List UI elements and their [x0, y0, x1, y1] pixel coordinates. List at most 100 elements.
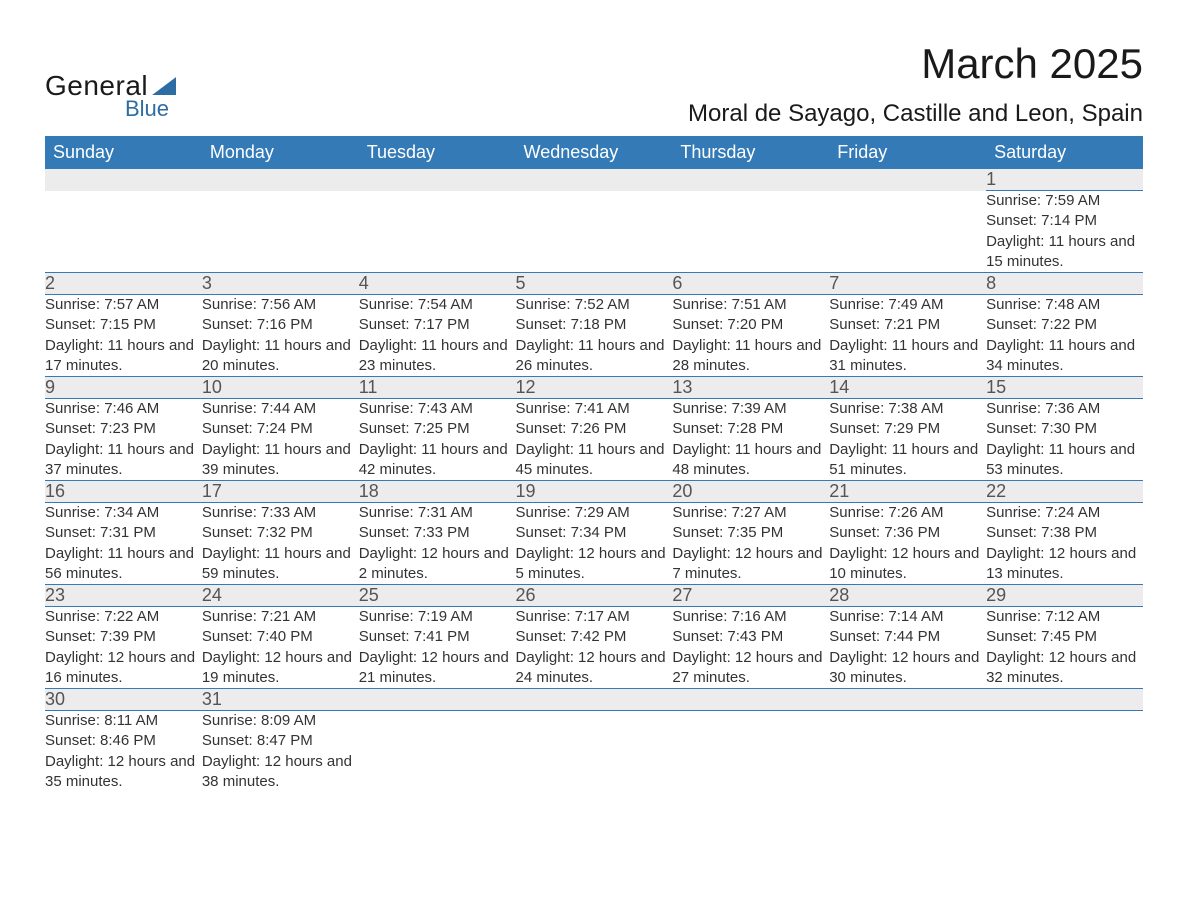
- week-daynum-row: 1: [45, 169, 1143, 191]
- day-data: Sunrise: 8:09 AMSunset: 8:47 PMDaylight:…: [202, 711, 359, 793]
- week-data-row: Sunrise: 8:11 AMSunset: 8:46 PMDaylight:…: [45, 711, 1143, 793]
- sunset-text: Sunset: 7:24 PM: [202, 419, 359, 439]
- sunrise-text: Sunrise: 7:17 AM: [516, 607, 673, 627]
- daylight-text: Daylight: 11 hours and 48 minutes.: [672, 440, 829, 481]
- daylight-text: Daylight: 11 hours and 45 minutes.: [516, 440, 673, 481]
- sunrise-text: Sunrise: 7:38 AM: [829, 399, 986, 419]
- day-number: 3: [202, 273, 359, 295]
- daylight-text: Daylight: 11 hours and 42 minutes.: [359, 440, 516, 481]
- day-data: Sunrise: 7:56 AMSunset: 7:16 PMDaylight:…: [202, 295, 359, 377]
- daylight-text: Daylight: 11 hours and 53 minutes.: [986, 440, 1143, 481]
- sunrise-text: Sunrise: 7:56 AM: [202, 295, 359, 315]
- empty-cell: [672, 191, 829, 273]
- day-number: 13: [672, 377, 829, 399]
- day-number: 6: [672, 273, 829, 295]
- day-number: 29: [986, 585, 1143, 607]
- week-daynum-row: 23242526272829: [45, 585, 1143, 607]
- day-data: Sunrise: 7:21 AMSunset: 7:40 PMDaylight:…: [202, 607, 359, 689]
- daylight-text: Daylight: 11 hours and 31 minutes.: [829, 336, 986, 377]
- empty-cell: [359, 711, 516, 793]
- daylight-text: Daylight: 12 hours and 27 minutes.: [672, 648, 829, 689]
- sunset-text: Sunset: 7:35 PM: [672, 523, 829, 543]
- sunset-text: Sunset: 7:16 PM: [202, 315, 359, 335]
- title-block: March 2025 Moral de Sayago, Castille and…: [688, 40, 1143, 128]
- sunrise-text: Sunrise: 7:41 AM: [516, 399, 673, 419]
- page-header: General Blue March 2025 Moral de Sayago,…: [45, 40, 1143, 128]
- daylight-text: Daylight: 11 hours and 28 minutes.: [672, 336, 829, 377]
- day-number: 27: [672, 585, 829, 607]
- week-daynum-row: 2345678: [45, 273, 1143, 295]
- daylight-text: Daylight: 11 hours and 37 minutes.: [45, 440, 202, 481]
- empty-cell: [516, 169, 673, 191]
- sunset-text: Sunset: 7:20 PM: [672, 315, 829, 335]
- sunset-text: Sunset: 7:39 PM: [45, 627, 202, 647]
- sunrise-text: Sunrise: 7:24 AM: [986, 503, 1143, 523]
- page-title: March 2025: [688, 40, 1143, 88]
- sunset-text: Sunset: 7:36 PM: [829, 523, 986, 543]
- empty-cell: [516, 191, 673, 273]
- empty-cell: [45, 191, 202, 273]
- day-number: 25: [359, 585, 516, 607]
- sunset-text: Sunset: 7:38 PM: [986, 523, 1143, 543]
- sunrise-text: Sunrise: 7:14 AM: [829, 607, 986, 627]
- sunrise-text: Sunrise: 7:48 AM: [986, 295, 1143, 315]
- sunset-text: Sunset: 7:33 PM: [359, 523, 516, 543]
- day-number: 15: [986, 377, 1143, 399]
- sunrise-text: Sunrise: 8:11 AM: [45, 711, 202, 731]
- sunset-text: Sunset: 7:42 PM: [516, 627, 673, 647]
- day-number: 18: [359, 481, 516, 503]
- day-data: Sunrise: 7:52 AMSunset: 7:18 PMDaylight:…: [516, 295, 673, 377]
- daylight-text: Daylight: 12 hours and 19 minutes.: [202, 648, 359, 689]
- sunrise-text: Sunrise: 7:29 AM: [516, 503, 673, 523]
- daylight-text: Daylight: 12 hours and 35 minutes.: [45, 752, 202, 793]
- daylight-text: Daylight: 12 hours and 5 minutes.: [516, 544, 673, 585]
- sunrise-text: Sunrise: 7:34 AM: [45, 503, 202, 523]
- empty-cell: [45, 169, 202, 191]
- day-data: Sunrise: 7:14 AMSunset: 7:44 PMDaylight:…: [829, 607, 986, 689]
- logo: General Blue: [45, 70, 176, 122]
- sunset-text: Sunset: 7:45 PM: [986, 627, 1143, 647]
- sunset-text: Sunset: 7:25 PM: [359, 419, 516, 439]
- col-monday: Monday: [202, 136, 359, 169]
- day-data: Sunrise: 7:33 AMSunset: 7:32 PMDaylight:…: [202, 503, 359, 585]
- sunrise-text: Sunrise: 7:46 AM: [45, 399, 202, 419]
- week-daynum-row: 16171819202122: [45, 481, 1143, 503]
- sunset-text: Sunset: 7:21 PM: [829, 315, 986, 335]
- day-data: Sunrise: 7:38 AMSunset: 7:29 PMDaylight:…: [829, 399, 986, 481]
- sunset-text: Sunset: 7:41 PM: [359, 627, 516, 647]
- col-saturday: Saturday: [986, 136, 1143, 169]
- day-data: Sunrise: 7:41 AMSunset: 7:26 PMDaylight:…: [516, 399, 673, 481]
- daylight-text: Daylight: 12 hours and 13 minutes.: [986, 544, 1143, 585]
- day-data: Sunrise: 7:46 AMSunset: 7:23 PMDaylight:…: [45, 399, 202, 481]
- day-number: 12: [516, 377, 673, 399]
- sunrise-text: Sunrise: 7:16 AM: [672, 607, 829, 627]
- day-number: 26: [516, 585, 673, 607]
- sunrise-text: Sunrise: 7:51 AM: [672, 295, 829, 315]
- sunset-text: Sunset: 7:32 PM: [202, 523, 359, 543]
- day-number: 14: [829, 377, 986, 399]
- sunrise-text: Sunrise: 7:22 AM: [45, 607, 202, 627]
- sunset-text: Sunset: 7:22 PM: [986, 315, 1143, 335]
- week-data-row: Sunrise: 7:34 AMSunset: 7:31 PMDaylight:…: [45, 503, 1143, 585]
- calendar-table: Sunday Monday Tuesday Wednesday Thursday…: [45, 136, 1143, 792]
- day-data: Sunrise: 7:34 AMSunset: 7:31 PMDaylight:…: [45, 503, 202, 585]
- sunset-text: Sunset: 7:29 PM: [829, 419, 986, 439]
- day-data: Sunrise: 7:59 AMSunset: 7:14 PMDaylight:…: [986, 191, 1143, 273]
- sunrise-text: Sunrise: 7:36 AM: [986, 399, 1143, 419]
- sunset-text: Sunset: 7:23 PM: [45, 419, 202, 439]
- empty-cell: [829, 689, 986, 711]
- sunset-text: Sunset: 7:30 PM: [986, 419, 1143, 439]
- day-data: Sunrise: 7:19 AMSunset: 7:41 PMDaylight:…: [359, 607, 516, 689]
- sunrise-text: Sunrise: 7:39 AM: [672, 399, 829, 419]
- day-number: 9: [45, 377, 202, 399]
- col-tuesday: Tuesday: [359, 136, 516, 169]
- day-number: 30: [45, 689, 202, 711]
- day-number: 1: [986, 169, 1143, 191]
- page-subtitle: Moral de Sayago, Castille and Leon, Spai…: [688, 100, 1143, 128]
- day-data: Sunrise: 7:39 AMSunset: 7:28 PMDaylight:…: [672, 399, 829, 481]
- sunrise-text: Sunrise: 7:43 AM: [359, 399, 516, 419]
- sunset-text: Sunset: 7:26 PM: [516, 419, 673, 439]
- day-number: 2: [45, 273, 202, 295]
- empty-cell: [359, 169, 516, 191]
- week-data-row: Sunrise: 7:59 AMSunset: 7:14 PMDaylight:…: [45, 191, 1143, 273]
